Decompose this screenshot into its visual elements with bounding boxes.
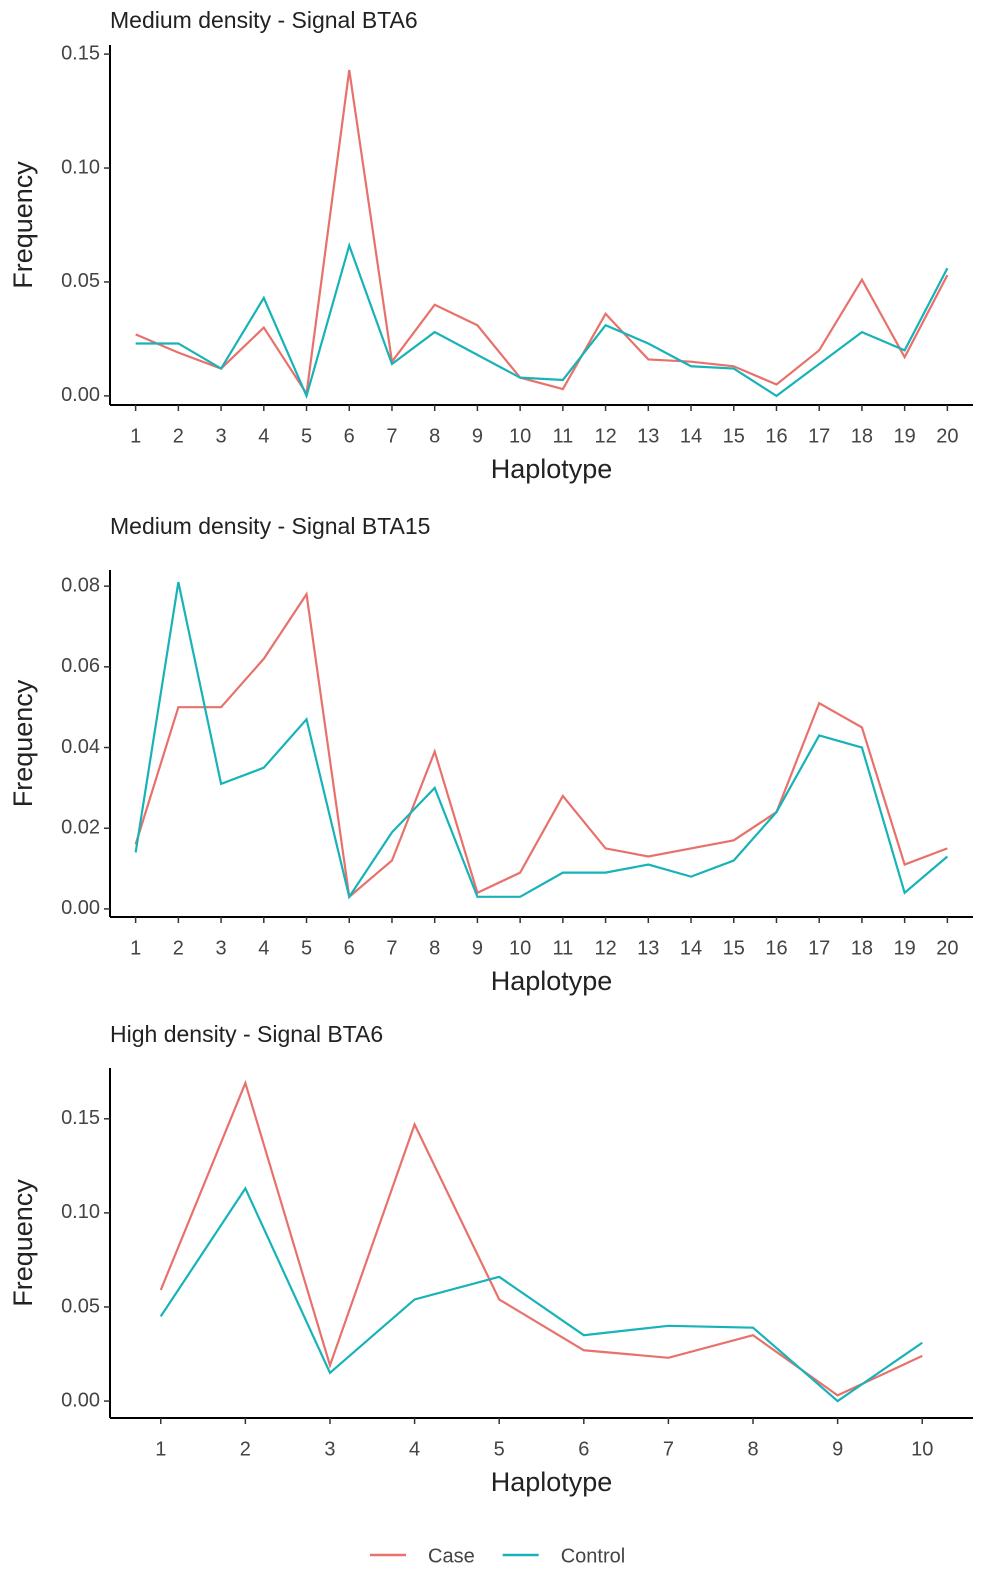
legend-label: Case xyxy=(428,1545,475,1567)
x-tick-label: 18 xyxy=(851,937,873,959)
x-tick-label: 6 xyxy=(344,937,355,959)
legend-label: Control xyxy=(561,1545,625,1567)
y-tick-label: 0.08 xyxy=(61,574,100,596)
x-tick-label: 9 xyxy=(832,1438,843,1460)
x-tick-label: 17 xyxy=(808,425,830,447)
x-tick-label: 19 xyxy=(894,425,916,447)
x-axis-title: Haplotype xyxy=(491,966,613,996)
y-tick-label: 0.15 xyxy=(61,1107,100,1129)
x-tick-label: 1 xyxy=(155,1438,166,1460)
y-tick-label: 0.10 xyxy=(61,156,100,178)
x-tick-label: 15 xyxy=(723,937,745,959)
series-line xyxy=(159,1079,923,1397)
y-tick-label: 0.04 xyxy=(61,736,100,758)
y-tick-label: 0.00 xyxy=(61,1389,100,1411)
x-tick-label: 19 xyxy=(894,937,916,959)
x-tick-label: 14 xyxy=(680,425,702,447)
series-line xyxy=(135,69,949,397)
x-tick-label: 10 xyxy=(509,937,531,959)
x-tick-label: 3 xyxy=(216,937,227,959)
x-tick-label: 11 xyxy=(552,937,573,959)
x-tick-label: 3 xyxy=(324,1438,335,1460)
x-tick-label: 7 xyxy=(386,937,397,959)
x-tick-label: 2 xyxy=(173,425,184,447)
series-line xyxy=(134,591,948,899)
y-tick-label: 0.00 xyxy=(61,384,100,406)
x-axis-title: Haplotype xyxy=(491,454,613,484)
series-line xyxy=(135,241,949,400)
y-tick-label: 0.05 xyxy=(61,270,100,292)
chart-title: Medium density - Signal BTA15 xyxy=(110,513,430,539)
x-tick-label: 5 xyxy=(301,937,312,959)
x-tick-label: 6 xyxy=(344,425,355,447)
x-tick-label: 6 xyxy=(578,1438,589,1460)
chart-title: Medium density - Signal BTA6 xyxy=(110,7,418,33)
x-tick-label: 5 xyxy=(301,425,312,447)
x-tick-label: 2 xyxy=(240,1438,251,1460)
x-tick-label: 12 xyxy=(594,937,616,959)
x-tick-label: 2 xyxy=(173,937,184,959)
y-tick-label: 0.00 xyxy=(61,897,100,919)
y-axis-title: Frequency xyxy=(8,161,38,289)
x-tick-label: 16 xyxy=(765,937,787,959)
x-tick-label: 20 xyxy=(936,937,958,959)
x-tick-label: 7 xyxy=(386,425,397,447)
x-tick-label: 12 xyxy=(594,425,616,447)
x-tick-label: 10 xyxy=(911,1438,933,1460)
chart-title: High density - Signal BTA6 xyxy=(110,1021,383,1047)
y-tick-label: 0.15 xyxy=(61,42,100,64)
x-tick-label: 10 xyxy=(509,425,531,447)
x-tick-label: 5 xyxy=(494,1438,505,1460)
x-tick-label: 20 xyxy=(936,425,958,447)
x-tick-label: 14 xyxy=(680,937,702,959)
x-tick-label: 8 xyxy=(429,937,440,959)
y-axis-title: Frequency xyxy=(8,1179,38,1307)
y-tick-label: 0.05 xyxy=(61,1295,100,1317)
x-tick-label: 13 xyxy=(637,425,659,447)
series-line xyxy=(159,1186,923,1403)
x-tick-label: 8 xyxy=(429,425,440,447)
x-tick-label: 1 xyxy=(130,937,141,959)
x-tick-label: 9 xyxy=(472,425,483,447)
x-tick-label: 18 xyxy=(851,425,873,447)
y-tick-label: 0.06 xyxy=(61,655,100,677)
x-tick-label: 1 xyxy=(130,425,141,447)
x-tick-label: 15 xyxy=(723,425,745,447)
x-tick-label: 4 xyxy=(258,937,269,959)
x-tick-label: 3 xyxy=(216,425,227,447)
x-axis-title: Haplotype xyxy=(491,1467,613,1497)
x-tick-label: 17 xyxy=(808,937,830,959)
y-axis-title: Frequency xyxy=(8,679,38,807)
series-line xyxy=(134,581,949,900)
y-tick-label: 0.10 xyxy=(61,1201,100,1223)
x-tick-label: 7 xyxy=(663,1438,674,1460)
x-tick-label: 4 xyxy=(409,1438,420,1460)
x-tick-label: 9 xyxy=(472,937,483,959)
x-tick-label: 16 xyxy=(765,425,787,447)
y-tick-label: 0.02 xyxy=(61,817,100,839)
x-tick-label: 4 xyxy=(258,425,269,447)
x-tick-label: 13 xyxy=(637,937,659,959)
x-tick-label: 11 xyxy=(552,425,573,447)
x-tick-label: 8 xyxy=(747,1438,758,1460)
